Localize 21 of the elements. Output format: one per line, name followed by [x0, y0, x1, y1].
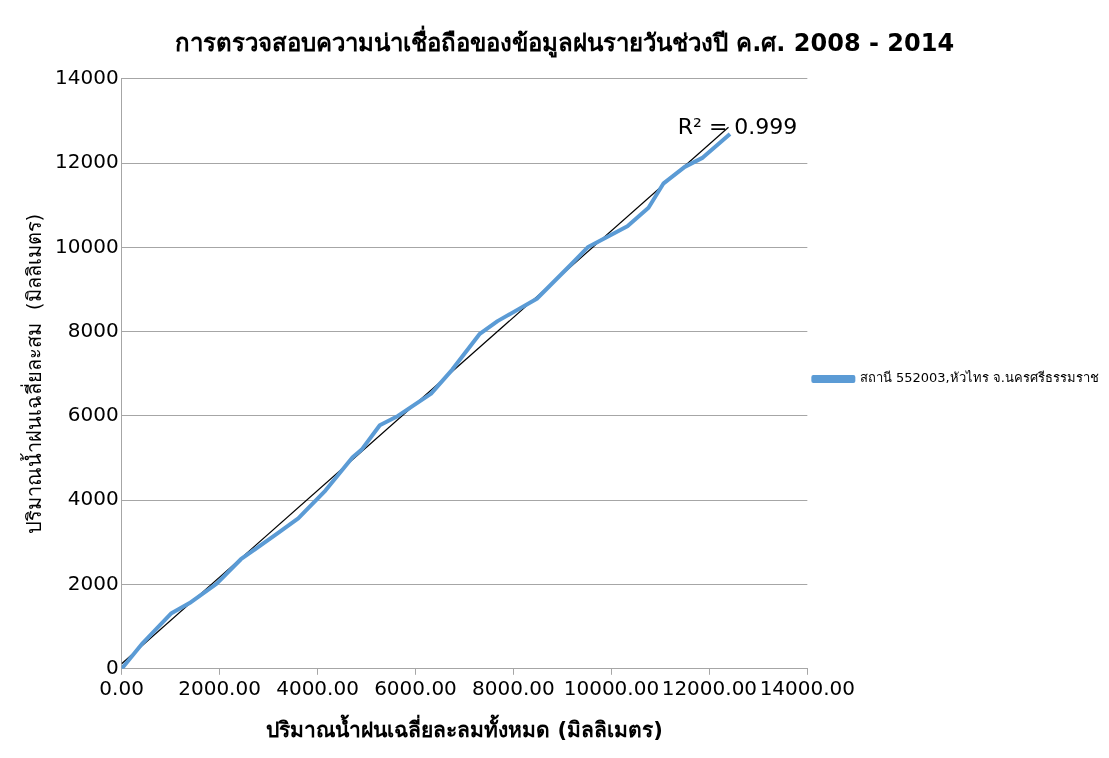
- x-tick-label: 2000.00: [178, 676, 261, 700]
- chart-title: การตรวจสอบความน่าเชื่อถือของข้อมูลฝนรายวันช่วงปี ค.ศ. 2008 - 2014: [174, 24, 955, 58]
- y-tick-label: 8000: [67, 317, 119, 342]
- annotation: R² = 0.999: [677, 113, 798, 139]
- y-tick-label: 10000: [55, 233, 119, 258]
- y-tick-label: 0: [105, 655, 119, 679]
- x-tick-label: 8000.00: [472, 676, 555, 700]
- x-tick-label: 4000.00: [276, 676, 359, 700]
- y-tick-label: 2000: [67, 570, 119, 595]
- x-tick-label: 10000.00: [563, 676, 660, 700]
- y-tick-label: 12000: [55, 149, 119, 174]
- x-tick-label: 12000.00: [661, 676, 758, 700]
- y-tick-label: 14000: [55, 65, 119, 89]
- y-axis-title: ปริมาณน้ำฝนเฉลี่ยละสม (มิลลิเมตร): [20, 213, 47, 534]
- legend-label: สถานี 552003,หัวไทร จ.นครศรีธรรมราช: [859, 370, 1099, 386]
- x-axis-title: ปริมาณน้ำฝนเฉลี่ยละลมทั้งหมด (มิลลิเมตร): [266, 713, 663, 742]
- y-tick-label: 6000: [67, 402, 119, 427]
- x-tick-label: 0.00: [99, 676, 144, 700]
- x-tick-label: 6000.00: [374, 676, 457, 700]
- x-tick-label: 14000.00: [759, 676, 856, 700]
- y-tick-label: 4000: [67, 486, 119, 511]
